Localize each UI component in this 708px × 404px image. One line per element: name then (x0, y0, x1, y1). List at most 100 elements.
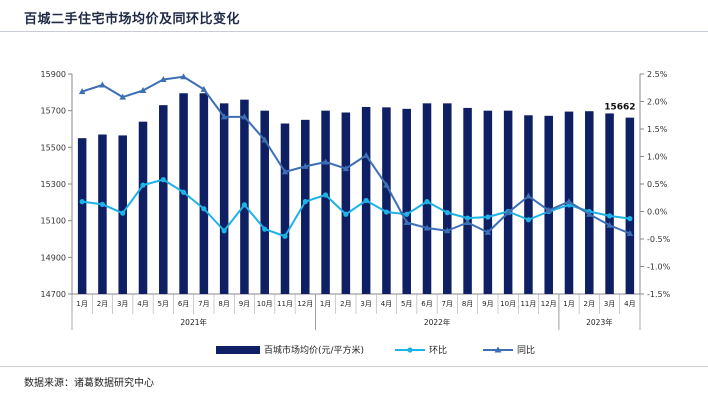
price-bar (321, 110, 330, 295)
yoy-point (443, 227, 451, 234)
yoy-point (484, 228, 492, 235)
mom-point (424, 199, 430, 205)
price-bar (301, 119, 310, 294)
mom-point (79, 199, 85, 205)
x-axis-tick-label: 4月 (624, 300, 635, 308)
yoy-point (200, 85, 208, 92)
mom-point (201, 206, 207, 212)
left-axis-tick-label: 15700 (41, 107, 66, 116)
mom-point (180, 189, 187, 195)
chart-title: 百城二手住宅市场均价及同环比变化 (24, 12, 241, 27)
yoy-point (180, 73, 187, 80)
yoy-point (261, 136, 269, 143)
yoy-line (81, 75, 631, 235)
right-axis-tick-label: 2.0% (647, 98, 668, 107)
x-axis-tick-label: 8月 (218, 300, 229, 308)
left-axis-tick-label: 14900 (41, 253, 66, 262)
mom-point (262, 226, 268, 232)
legend-bar-label: 百城市场均价(元/平方米) (264, 344, 364, 356)
yoy-point (78, 88, 86, 95)
yoy-point (362, 151, 370, 158)
left-axis-tick-label: 15500 (41, 143, 66, 152)
yoy-point (403, 219, 411, 225)
price-bar (422, 103, 432, 294)
left-axis-tick-label: 15900 (41, 70, 66, 79)
x-axis-tick-label: 9月 (482, 300, 493, 308)
yoy-point (585, 210, 593, 217)
mom-point (322, 192, 329, 198)
right-axis-tick-label: 0.0% (647, 208, 668, 217)
price-bar (199, 93, 209, 294)
mom-point (525, 217, 532, 223)
mom-point (241, 202, 248, 208)
mom-point (282, 233, 288, 239)
yoy-point (159, 76, 167, 82)
yoy-point (342, 165, 350, 172)
x-axis-tick-label: 11月 (277, 300, 293, 308)
x-axis-tick-label: 10月 (500, 300, 516, 308)
legend-yoy-label: 同比 (517, 344, 535, 356)
price-bar (219, 103, 229, 294)
right-axis-tick-label: -1.0% (647, 263, 671, 272)
price-bar (483, 110, 493, 295)
yoy-point (301, 162, 309, 169)
right-axis-tick-label: 0.5% (647, 180, 668, 189)
mom-point (627, 216, 633, 222)
year-label: 2021年 (180, 317, 207, 327)
price-bar (98, 134, 107, 294)
x-axis-tick-label: 7月 (198, 300, 209, 308)
price-bar (240, 99, 249, 295)
right-axis-tick-label: -1.5% (647, 290, 671, 299)
legend-mom-marker (407, 347, 413, 353)
x-axis-tick-label: 8月 (462, 300, 473, 308)
yoy-point (626, 230, 634, 236)
price-bar (605, 113, 614, 295)
yoy-point (322, 158, 329, 165)
price-bar (280, 123, 290, 294)
yoy-point (423, 224, 431, 231)
yoy-point (241, 113, 248, 120)
yoy-point (383, 181, 390, 188)
mom-point (464, 215, 471, 221)
price-bar (159, 105, 168, 295)
mom-point (221, 228, 227, 234)
x-axis-tick-label: 5月 (158, 300, 169, 308)
mom-point (343, 211, 349, 217)
price-bar (402, 108, 411, 294)
price-bar (138, 121, 148, 295)
mom-point (302, 199, 308, 205)
mom-point (485, 214, 491, 220)
mom-point (363, 197, 369, 204)
x-axis-tick-label: 10月 (257, 300, 273, 308)
legend-bar-swatch (216, 346, 260, 354)
yoy-point (139, 87, 147, 93)
yoy-point (220, 113, 228, 120)
yoy-point (545, 206, 553, 213)
x-axis-tick-label: 7月 (442, 300, 453, 308)
year-label: 2023年 (586, 317, 613, 327)
bars-layer (77, 93, 635, 295)
left-axis-tick-label: 15300 (41, 180, 66, 189)
price-bar (443, 103, 452, 294)
left-axis-tick-label: 15100 (41, 217, 66, 226)
yoy-point (525, 192, 532, 199)
x-axis-tick-label: 9月 (239, 300, 250, 308)
labels-layer: 15662 (604, 103, 635, 113)
axes-layer: 14700 14900 15100 15300 15500 15700 15900 -1.5%… (41, 70, 671, 330)
mom-point (383, 209, 390, 215)
mom-point (160, 177, 166, 183)
bar-data-label: 15662 (604, 103, 635, 113)
yoy-point (464, 219, 471, 225)
x-axis-tick-label: 6月 (421, 300, 432, 308)
price-bar (341, 112, 351, 294)
x-axis-tick-label: 4月 (381, 300, 392, 308)
price-bar (260, 110, 269, 295)
mom-point (444, 210, 450, 216)
right-axis-tick-label: 1.0% (647, 153, 668, 162)
right-axis-tick-label: -0.5% (647, 235, 671, 244)
yoy-point (119, 93, 127, 100)
year-label: 2022年 (424, 317, 451, 327)
chart-svg: 14700 14900 15100 15300 15500 15700 15900 -1.5%… (41, 70, 671, 330)
price-bar (544, 115, 553, 294)
x-axis-tick-label: 6月 (178, 300, 189, 308)
